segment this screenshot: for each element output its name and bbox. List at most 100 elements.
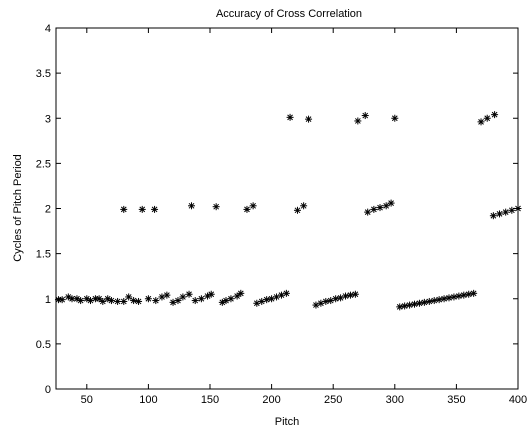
data-point [370,205,378,213]
data-point [273,293,281,301]
data-point [191,297,199,305]
data-point [420,298,428,306]
data-point [138,205,146,213]
data-points [54,111,522,311]
y-tick-label: 2.5 [36,158,51,170]
data-point [514,205,522,212]
chart-title: Accuracy of Cross Correlation [216,8,362,20]
data-point [188,202,196,210]
data-point [249,202,257,210]
data-point [477,118,485,126]
y-tick-label: 1.5 [36,249,51,261]
data-point [317,299,325,307]
y-tick-label: 4 [45,23,51,35]
data-point [483,114,491,122]
data-point [151,205,159,213]
data-point [152,297,160,305]
data-point [337,294,345,302]
data-point [163,291,171,299]
data-point [435,296,443,304]
data-point [346,291,354,299]
data-point [354,117,362,125]
data-point [430,297,438,305]
data-point [401,302,409,310]
x-tick-label: 250 [324,394,342,406]
x-axis: 50 100 150 200 250 300 350 400 [81,28,527,406]
data-point [411,300,419,308]
data-point [237,289,245,297]
data-point [135,297,143,305]
data-point [243,205,251,213]
data-point [130,297,138,305]
data-point [387,199,395,207]
plot-frame [55,27,519,390]
data-point [207,290,215,298]
data-point [212,203,220,211]
data-point [342,292,350,300]
y-tick-label: 1 [45,294,51,306]
data-point [445,294,453,302]
data-point [364,208,372,216]
data-point [305,115,313,123]
data-point [391,114,399,122]
data-point [396,303,404,311]
data-point [425,297,433,305]
x-axis-label: Pitch [275,416,299,428]
data-point [95,295,103,303]
data-point [197,295,205,303]
data-point [450,293,458,301]
data-point [382,202,390,210]
data-point [455,292,463,300]
data-point [277,291,285,299]
data-point [496,210,504,218]
x-tick-label: 50 [81,394,93,406]
data-point [185,290,193,298]
x-tick-label: 400 [509,394,527,406]
data-point [460,291,468,299]
data-point [470,289,478,297]
data-point [169,298,177,306]
data-point [502,208,510,216]
x-tick-label: 200 [262,394,280,406]
data-point [263,296,271,304]
data-point [440,295,448,303]
y-tick-label: 0 [45,384,51,396]
data-point [68,295,76,303]
y-tick-label: 0.5 [36,339,51,351]
data-point [258,297,266,305]
data-point [286,113,294,121]
data-point [282,289,290,297]
data-point [114,297,122,305]
data-point [300,202,308,210]
y-axis: 0 0.5 1 1.5 2 2.5 3 3.5 4 [36,23,518,396]
data-point [376,204,384,212]
data-point [361,112,369,120]
data-point [179,293,187,301]
x-tick-label: 100 [139,394,157,406]
data-point [332,295,340,303]
data-point [58,296,66,304]
data-point [120,297,128,305]
data-point [120,205,128,213]
data-point [351,290,359,298]
y-tick-label: 2 [45,204,51,216]
x-tick-label: 350 [447,394,465,406]
data-point [322,297,330,305]
y-axis-label: Cycles of Pitch Period [12,154,24,262]
data-point [99,297,107,305]
data-point [125,293,133,301]
data-point [144,295,152,303]
data-point [233,292,241,300]
data-point [107,297,115,305]
data-point [491,111,499,119]
y-tick-label: 3 [45,113,51,125]
data-point [465,290,473,298]
data-point [104,295,112,303]
data-point [508,206,516,214]
data-point [489,212,497,220]
y-tick-label: 3.5 [36,68,51,80]
data-point [293,206,301,214]
data-point [227,295,235,303]
data-point [174,297,182,305]
x-tick-label: 300 [386,394,404,406]
